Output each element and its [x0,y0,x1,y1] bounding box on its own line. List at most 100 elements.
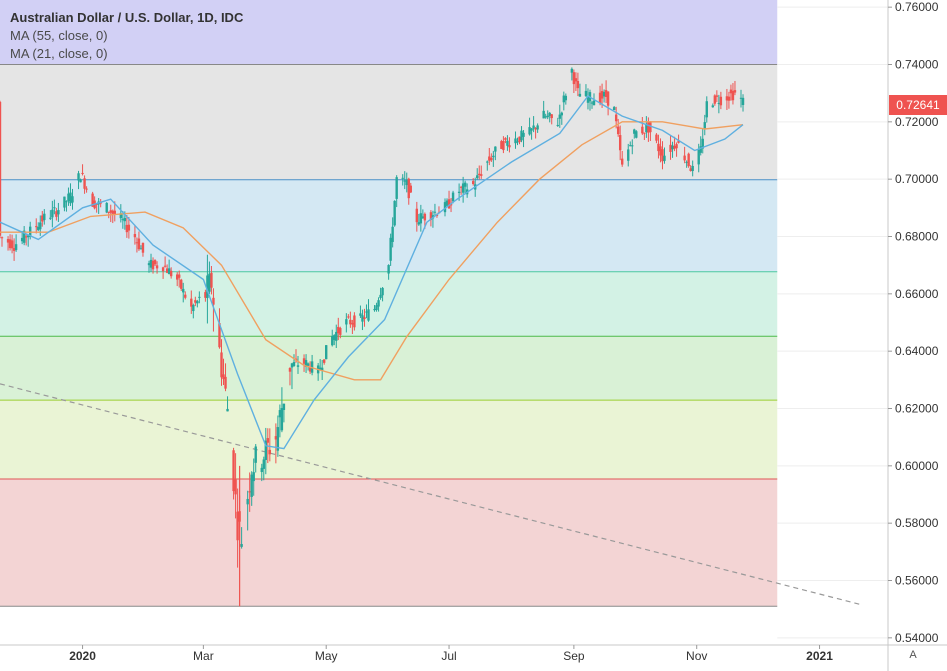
candle [69,183,72,206]
candle [224,363,227,392]
candle-body [240,544,243,547]
candle [141,242,145,257]
candle-body [308,366,312,372]
candle-body [180,279,183,289]
descending-trendline[interactable] [0,383,862,606]
ma21-line[interactable] [0,95,744,450]
candle-body [685,161,688,163]
candle-body [687,153,690,167]
candle-body [169,270,173,277]
candle-body [39,222,42,230]
candle-body [351,323,354,325]
candle [125,214,129,238]
x-tick-label: 2020 [69,649,96,663]
candle [729,84,733,101]
candle [363,308,366,327]
candle-body [381,287,384,296]
auto-scale-button[interactable]: A [909,649,917,661]
candle [240,527,243,549]
ma55-line[interactable] [0,121,744,381]
candle-body [405,180,408,186]
candle [262,456,265,481]
fibonacci-levels [0,6,888,639]
candle [633,128,636,139]
candle [26,234,30,247]
candle-body [492,155,495,158]
candle [147,260,151,273]
candle-body [683,155,686,161]
candle-body [55,211,58,217]
candle-body [387,265,390,274]
candle-body [463,182,467,187]
candle [401,174,404,186]
candle-body [212,297,215,305]
candle-body [288,368,292,372]
candle [260,463,263,482]
time-axis[interactable]: 2020 Mar May Jul Sep Nov 2021 [69,645,833,663]
candle [379,287,382,300]
candle-body [232,450,235,492]
candle-body [206,275,209,299]
candle-body [37,226,40,231]
candle [335,324,338,349]
y-tick-label: 0.76000 [895,0,939,14]
ma21-legend[interactable]: MA (21, close, 0) [10,46,108,61]
candle-body [69,192,72,204]
candle [403,171,406,190]
candle-body [322,359,326,363]
candle [421,209,425,220]
candle [429,210,433,227]
candle-body [606,91,610,106]
candle-body [367,309,370,321]
candle-body [546,115,549,118]
candle [604,80,608,103]
y-tick-label: 0.64000 [895,344,939,358]
candle-body [306,363,310,366]
candle [288,367,292,386]
candle [415,201,419,232]
candle-body [333,335,336,341]
candle [79,178,82,183]
candle [236,488,239,568]
candle-body [731,91,735,101]
candle [558,104,561,128]
candle-body [532,125,535,129]
candle [471,178,475,186]
candle-body [461,183,465,193]
candle-body [198,296,201,298]
candle [109,204,112,223]
candle [351,319,354,335]
candle [574,72,578,92]
candle-body [643,132,646,134]
candle [711,103,715,108]
candle-body [590,102,594,104]
candle [67,187,70,206]
candle [713,94,717,106]
candle-body [421,216,425,219]
candle-body [508,145,511,148]
candle [250,471,253,506]
candle-body [671,145,674,150]
ma55-legend[interactable]: MA (55, close, 0) [10,28,108,43]
x-tick-label: Jul [441,649,456,663]
symbol-title[interactable]: Australian Dollar / U.S. Dollar, 1D, IDC [10,10,244,25]
candle [153,259,157,266]
candle [322,359,326,365]
candle [391,217,394,248]
candle-body [661,149,664,162]
candle [663,147,666,164]
candle-body [629,145,632,147]
price-axis[interactable]: 0.76000 0.74000 0.72000 0.70000 0.68000 0.660… [888,0,939,645]
x-tick-label: May [315,649,338,663]
candle [703,114,706,136]
candle-body [691,165,694,172]
candle [85,186,88,193]
candle [502,136,505,154]
y-tick-label: 0.56000 [895,574,939,588]
candle-body [0,237,4,239]
candle-body [153,260,157,265]
candle-body [12,248,16,251]
candle-body [278,410,282,418]
candle [514,131,517,149]
